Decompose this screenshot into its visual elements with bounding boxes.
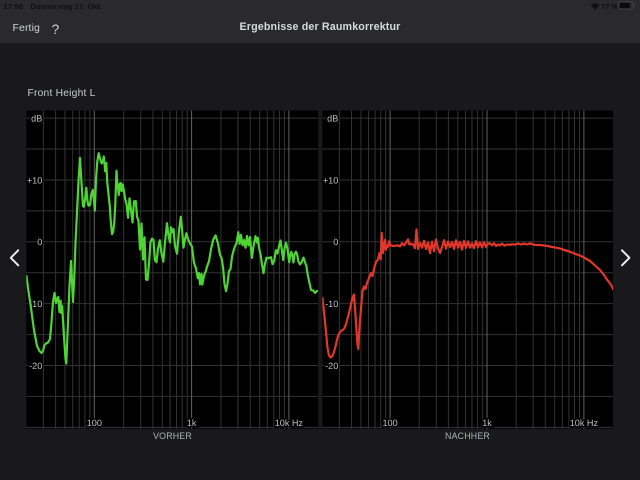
svg-text:1k: 1k: [482, 418, 492, 428]
svg-text:-20: -20: [325, 361, 338, 371]
svg-text:10k Hz: 10k Hz: [570, 418, 599, 428]
svg-text:1k: 1k: [187, 418, 197, 428]
svg-text:-10: -10: [325, 299, 338, 309]
svg-text:-20: -20: [29, 361, 42, 371]
svg-text:100: 100: [87, 418, 102, 428]
svg-text:0: 0: [37, 237, 42, 247]
svg-text:+10: +10: [323, 175, 338, 185]
svg-text:0: 0: [333, 237, 338, 247]
svg-text:100: 100: [383, 418, 398, 428]
svg-text:10k Hz: 10k Hz: [275, 418, 304, 428]
svg-text:dB: dB: [31, 113, 42, 123]
svg-text:dB: dB: [327, 113, 338, 123]
svg-text:+10: +10: [27, 175, 42, 185]
